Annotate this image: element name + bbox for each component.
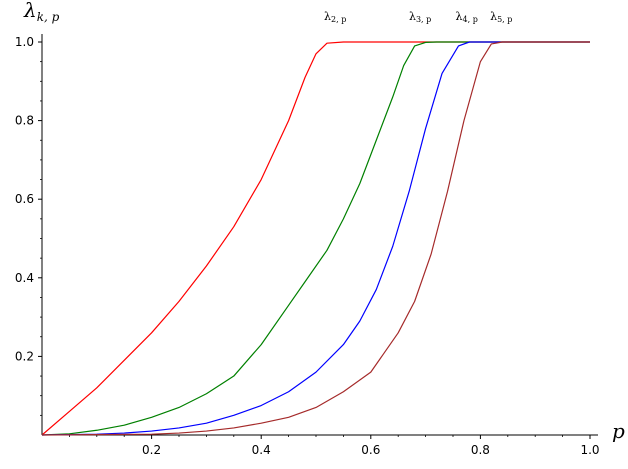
series-label-2: λ3, p bbox=[409, 10, 431, 24]
series-line-1 bbox=[41, 41, 590, 436]
x-axis-label: p bbox=[612, 419, 625, 443]
y-tick-label: 0.8 bbox=[15, 114, 34, 128]
x-tick-label: 0.4 bbox=[252, 443, 271, 457]
x-tick-label: 1.0 bbox=[580, 443, 599, 457]
x-tick-label: 0.6 bbox=[361, 443, 380, 457]
series-line-2 bbox=[41, 41, 590, 436]
y-axis-label: λk, p bbox=[23, 0, 60, 24]
labels-layer: λ2, p λ3, p λ4, p λ5, p bbox=[324, 10, 512, 24]
series-line-4 bbox=[41, 41, 590, 436]
series-label-4: λ5, p bbox=[490, 10, 512, 24]
x-tick-label: 0.2 bbox=[142, 443, 161, 457]
series-layer bbox=[41, 41, 590, 436]
axes: 0.2 0.4 0.6 0.8 1.0 0.2 0.4 0.6 0.8 1.0 p λk, p bbox=[15, 0, 625, 457]
y-tick-label: 0.6 bbox=[15, 192, 34, 206]
series-label-1: λ2, p bbox=[324, 10, 346, 24]
series-line-3 bbox=[41, 41, 590, 436]
y-tick-label: 0.2 bbox=[15, 349, 34, 363]
y-tick-label: 0.4 bbox=[15, 271, 34, 285]
series-label-3: λ4, p bbox=[456, 10, 478, 24]
x-tick-label: 0.8 bbox=[471, 443, 490, 457]
y-tick-label: 1.0 bbox=[15, 35, 34, 49]
